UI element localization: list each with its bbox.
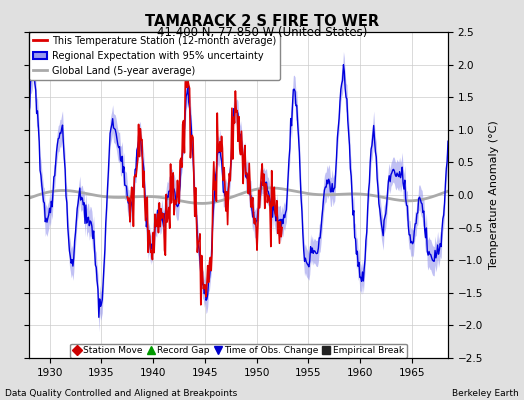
Text: 41.400 N, 77.850 W (United States): 41.400 N, 77.850 W (United States) bbox=[157, 26, 367, 39]
Y-axis label: Temperature Anomaly (°C): Temperature Anomaly (°C) bbox=[489, 121, 499, 269]
Text: Data Quality Controlled and Aligned at Breakpoints: Data Quality Controlled and Aligned at B… bbox=[5, 389, 237, 398]
Text: TAMARACK 2 S FIRE TO WER: TAMARACK 2 S FIRE TO WER bbox=[145, 14, 379, 29]
Legend: Station Move, Record Gap, Time of Obs. Change, Empirical Break: Station Move, Record Gap, Time of Obs. C… bbox=[70, 344, 407, 358]
Text: Berkeley Earth: Berkeley Earth bbox=[452, 389, 519, 398]
